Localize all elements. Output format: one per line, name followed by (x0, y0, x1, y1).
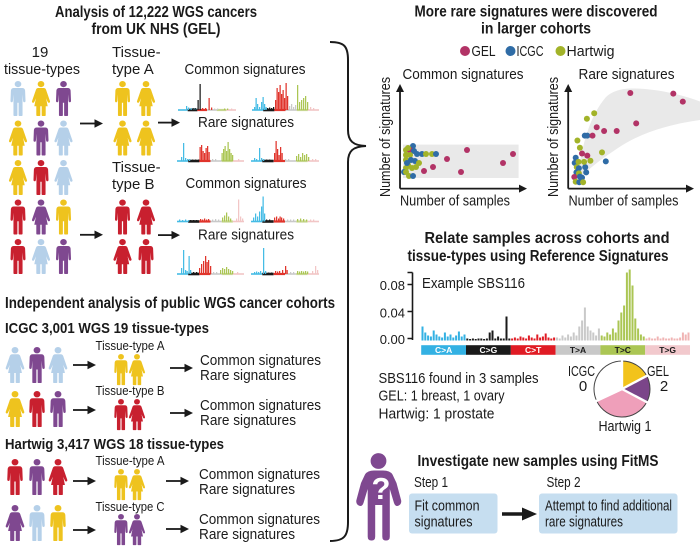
svg-text:T>A: T>A (570, 345, 586, 355)
svg-text:C>G: C>G (480, 345, 498, 355)
svg-text:Number of samples: Number of samples (400, 194, 510, 210)
svg-text:Example SBS116: Example SBS116 (422, 275, 525, 292)
svg-text:Tissue-type C: Tissue-type C (96, 499, 165, 514)
svg-text:More rare signatures were disc: More rare signatures were discovered (415, 4, 658, 21)
svg-text:Common signatures: Common signatures (199, 511, 320, 528)
svg-text:Common signatures: Common signatures (185, 61, 306, 78)
svg-text:Rare signatures: Rare signatures (199, 526, 295, 543)
svg-text:Analysis of 12,222 WGS cancers: Analysis of 12,222 WGS cancers (55, 4, 257, 21)
svg-text:T>G: T>G (659, 345, 676, 355)
svg-text:rare signatures: rare signatures (545, 514, 623, 531)
svg-text:Rare signatures: Rare signatures (200, 412, 296, 429)
svg-text:Rare signatures: Rare signatures (579, 66, 675, 83)
svg-text:Number of samples: Number of samples (569, 194, 679, 210)
svg-text:0: 0 (579, 378, 587, 395)
svg-text:type B: type B (112, 176, 155, 193)
svg-text:Tissue-type A: Tissue-type A (96, 453, 165, 468)
svg-text:Number of signatures: Number of signatures (546, 77, 562, 197)
svg-text:ICGC 3,001 WGS 19 tissue-types: ICGC 3,001 WGS 19 tissue-types (5, 320, 209, 337)
svg-text:Attempt to find additional: Attempt to find additional (545, 498, 672, 515)
svg-text:Common signatures: Common signatures (199, 466, 320, 483)
svg-text:19: 19 (32, 44, 49, 61)
svg-text:0.04: 0.04 (380, 306, 405, 321)
svg-text:Hartwig: 1 prostate: Hartwig: 1 prostate (379, 406, 495, 423)
svg-text:tissue-types: tissue-types (4, 61, 80, 78)
svg-text:signatures: signatures (415, 514, 473, 531)
svg-text:Number of signatures: Number of signatures (378, 77, 394, 197)
svg-text:Hartwig 1: Hartwig 1 (599, 419, 652, 435)
svg-text:?: ? (372, 471, 391, 506)
svg-text:Hartwig 3,417 WGS 18 tissue-ty: Hartwig 3,417 WGS 18 tissue-types (5, 436, 224, 453)
svg-text:Step 2: Step 2 (547, 474, 581, 491)
svg-text:ICGC: ICGC (568, 363, 595, 380)
svg-text:GEL: GEL (647, 363, 669, 380)
svg-text:ICGC: ICGC (517, 43, 544, 60)
svg-text:Step 1: Step 1 (414, 474, 448, 491)
svg-text:Tissue-type A: Tissue-type A (96, 338, 165, 353)
svg-text:C>T: C>T (525, 345, 542, 355)
svg-text:Common signatures: Common signatures (200, 352, 321, 369)
svg-text:Rare signatures: Rare signatures (198, 114, 294, 131)
svg-text:Tissue-: Tissue- (112, 44, 161, 61)
svg-text:Common signatures: Common signatures (186, 175, 307, 192)
svg-text:Rare signatures: Rare signatures (198, 227, 294, 244)
svg-text:Tissue-: Tissue- (112, 159, 161, 176)
svg-text:in larger cohorts: in larger cohorts (481, 21, 591, 38)
svg-text:Rare signatures: Rare signatures (199, 481, 295, 498)
svg-text:0.00: 0.00 (380, 332, 405, 347)
svg-text:0.08: 0.08 (380, 278, 405, 293)
svg-text:type A: type A (112, 61, 154, 78)
svg-text:Common signatures: Common signatures (403, 66, 524, 83)
svg-text:2: 2 (660, 378, 668, 395)
svg-text:Investigate new samples using: Investigate new samples using FitMS (418, 453, 659, 470)
svg-text:Common signatures: Common signatures (200, 397, 321, 414)
svg-text:Independent analysis of public: Independent analysis of public WGS cance… (5, 295, 335, 312)
svg-text:GEL: 1 breast, 1 ovary: GEL: 1 breast, 1 ovary (379, 388, 505, 405)
svg-text:C>A: C>A (435, 345, 452, 355)
svg-text:from UK NHS (GEL): from UK NHS (GEL) (92, 21, 221, 38)
svg-text:SBS116 found in 3 samples: SBS116 found in 3 samples (379, 370, 539, 387)
svg-text:Fit common: Fit common (415, 498, 480, 515)
svg-text:Tissue-type B: Tissue-type B (96, 383, 165, 398)
svg-text:Hartwig: Hartwig (567, 43, 615, 60)
svg-text:tissue-types using Reference S: tissue-types using Reference Signatures (408, 248, 669, 265)
svg-text:Rare signatures: Rare signatures (200, 367, 296, 384)
svg-text:T>C: T>C (615, 345, 631, 355)
svg-text:Relate samples across cohorts: Relate samples across cohorts and (425, 230, 670, 247)
svg-text:GEL: GEL (472, 43, 496, 60)
